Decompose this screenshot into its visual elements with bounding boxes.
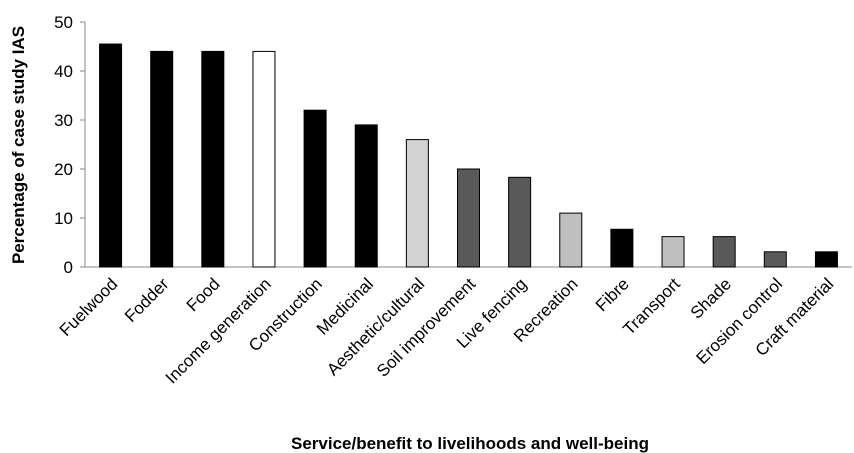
y-tick-label: 10 (54, 209, 73, 228)
bar-erosion-control (763, 251, 787, 268)
y-tick-label: 30 (54, 111, 73, 130)
bar-aesthetic-cultural (405, 139, 429, 268)
y-tick-label: 20 (54, 160, 73, 179)
y-tick-label: 40 (54, 62, 73, 81)
bar-fodder (150, 50, 174, 268)
bar-medicinal (354, 124, 378, 268)
bar-food (201, 50, 225, 268)
bar-craft-material (814, 251, 838, 268)
y-axis-title: Percentage of case study IAS (9, 26, 28, 264)
y-tick-label: 50 (54, 13, 73, 32)
y-axis-ticks: 0 10 20 30 40 50 (54, 13, 85, 277)
y-tick-label: 0 (64, 258, 73, 277)
x-tick-label: Fuelwood (56, 274, 122, 340)
bar-soil-improvement (457, 168, 480, 268)
x-tick-label: Fodder (121, 274, 173, 326)
bar-fibre (610, 228, 634, 268)
bar-recreation (559, 212, 583, 268)
bar-income-generation (252, 50, 276, 268)
bar-transport (661, 236, 685, 268)
bar-fuelwood (99, 43, 123, 268)
bars (99, 43, 838, 268)
bar-live-fencing (508, 176, 532, 268)
x-axis-title: Service/benefit to livelihoods and well-… (291, 434, 649, 453)
x-tick-label: Fibre (592, 274, 633, 315)
x-tick-label: Transport (619, 274, 684, 339)
x-tick-label: Food (183, 274, 224, 315)
bar-shade (712, 236, 736, 268)
bar-construction (303, 109, 327, 268)
x-tick-label: Shade (687, 274, 735, 322)
